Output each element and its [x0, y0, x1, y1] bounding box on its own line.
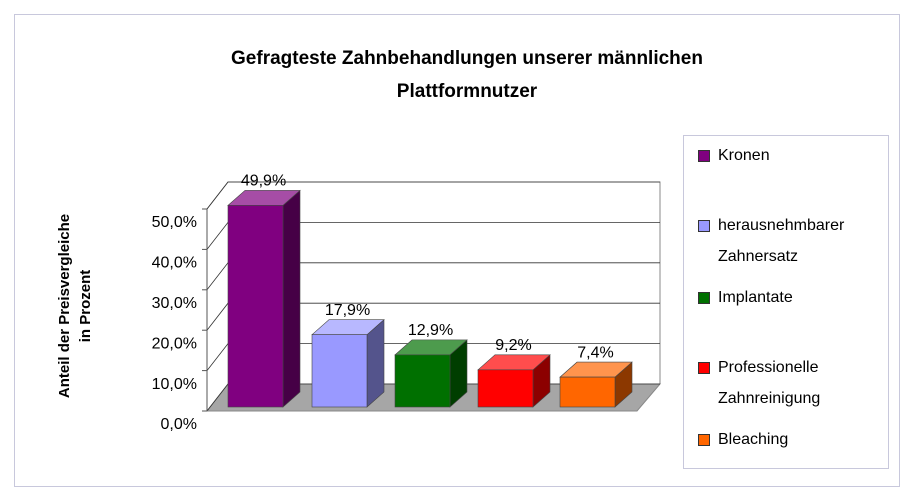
y-tick-label: 0,0% [161, 416, 197, 433]
value-label: 7,4% [577, 344, 613, 361]
value-label: 17,9% [325, 302, 370, 319]
legend-label: Kronen [718, 147, 770, 164]
legend-label: herausnehmbarer Zahnersatz [718, 217, 845, 265]
legend-swatch [698, 150, 710, 162]
legend-item: Professionelle Zahnreinigung [698, 352, 878, 414]
legend: Kronen herausnehmbarer Zahnersatz Implanta… [683, 135, 889, 469]
bar [394, 354, 451, 408]
bar [227, 205, 284, 408]
legend-item: herausnehmbarer Zahnersatz [698, 210, 878, 272]
legend-label: Professionelle Zahnreinigung [718, 359, 821, 407]
legend-swatch [698, 292, 710, 304]
grid-line [206, 181, 660, 210]
bar-side [282, 189, 301, 408]
bar [559, 376, 616, 408]
legend-swatch [698, 434, 710, 446]
legend-item: Implantate [698, 282, 878, 313]
legend-swatch [698, 362, 710, 374]
y-tick-label: 30,0% [152, 295, 197, 312]
y-tick-label: 50,0% [152, 214, 197, 231]
legend-label: Implantate [718, 289, 793, 306]
bar [477, 369, 534, 408]
legend-item: Kronen [698, 140, 878, 171]
y-tick-label: 10,0% [152, 376, 197, 393]
value-label: 9,2% [495, 337, 531, 354]
bar [311, 334, 368, 408]
legend-label: Bleaching [718, 431, 789, 448]
value-label: 49,9% [241, 173, 286, 190]
y-tick-label: 20,0% [152, 335, 197, 352]
y-axis-label: Anteil der Preisvergleiche in Prozent [56, 213, 94, 399]
chart-title: Gefragteste Zahnbehandlungen unserer män… [231, 48, 703, 102]
legend-item: Bleaching [698, 424, 878, 455]
value-label: 12,9% [408, 322, 453, 339]
legend-swatch [698, 220, 710, 232]
y-tick-label: 40,0% [152, 255, 197, 272]
